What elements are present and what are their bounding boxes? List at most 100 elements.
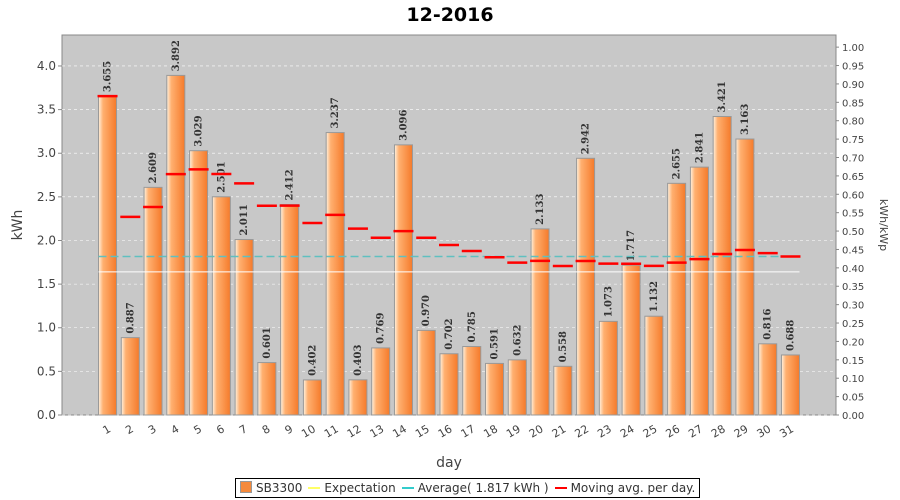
x-tick-label: 1 [100, 422, 113, 437]
bar-value-label: 2.011 [239, 204, 250, 235]
bar-value-label: 0.688 [785, 320, 796, 351]
y-tick-label: 4.0 [37, 59, 56, 73]
x-tick-label: 12 [345, 422, 364, 440]
y-axis-label: kWh [10, 210, 26, 241]
bar-value-label: 3.892 [171, 40, 182, 71]
legend-item-moving-avg: Moving avg. per day. [554, 481, 695, 495]
y-tick-label: 0.5 [37, 364, 56, 378]
bar [257, 362, 277, 416]
y2-tick-label: 0.00 [842, 411, 864, 422]
bar [667, 182, 687, 416]
x-tick-label: 20 [527, 422, 546, 440]
x-tick-label: 17 [459, 422, 478, 440]
y2-tick-label: 0.75 [842, 135, 864, 146]
chart-title: 12-2016 [406, 4, 494, 26]
bar-value-label: 3.096 [398, 109, 409, 140]
bar [576, 157, 596, 416]
x-tick-label: 26 [664, 422, 683, 440]
x-tick-label: 10 [299, 422, 318, 440]
y2-tick-label: 0.50 [842, 227, 864, 238]
x-tick-label: 18 [481, 422, 500, 440]
bar [485, 362, 505, 416]
y2-tick-label: 0.20 [842, 337, 864, 348]
y-tick-label: 1.5 [37, 277, 56, 291]
y-tick-label: 2.5 [37, 190, 56, 204]
bar-value-label: 0.702 [444, 318, 455, 349]
y-tick-label: 3.5 [37, 103, 56, 117]
bar-value-label: 0.816 [763, 308, 774, 339]
y2-tick-label: 0.55 [842, 209, 864, 220]
bar [553, 365, 573, 416]
bar-value-label: 0.403 [353, 344, 364, 375]
x-tick-label: 22 [572, 422, 591, 440]
x-tick-label: 28 [709, 422, 728, 440]
bar [371, 347, 391, 416]
x-tick-label: 3 [146, 422, 159, 437]
bar [234, 239, 254, 416]
bar [689, 166, 709, 416]
bar [348, 379, 368, 416]
y2-tick-label: 1.00 [842, 43, 864, 54]
bar-value-label: 2.609 [148, 152, 159, 183]
bar-value-label: 1.132 [649, 281, 660, 312]
x-tick-label: 24 [618, 422, 637, 440]
bar-value-label: 0.887 [125, 302, 136, 333]
x-tick-label: 27 [686, 422, 705, 440]
bar-value-label: 0.785 [467, 311, 478, 342]
y2-tick-label: 0.90 [842, 80, 864, 91]
bar-value-label: 0.402 [307, 345, 318, 376]
x-tick-label: 31 [777, 422, 796, 440]
y2-tick-label: 0.45 [842, 245, 864, 256]
x-tick-label: 16 [436, 422, 455, 440]
bar [780, 354, 800, 416]
y-tick-label: 2.0 [37, 233, 56, 247]
bar [166, 74, 186, 416]
y2-tick-label: 0.70 [842, 153, 864, 164]
bar [735, 138, 755, 416]
bar [211, 196, 231, 416]
bar [280, 204, 300, 416]
bar-value-label: 3.163 [740, 104, 751, 135]
y-tick-label: 1.0 [37, 321, 56, 335]
x-tick-label: 21 [550, 422, 569, 440]
y2-tick-label: 0.30 [842, 301, 864, 312]
bar-value-label: 0.558 [558, 331, 569, 362]
legend-item-expectation: Expectation [308, 481, 396, 495]
bar-value-label: 2.133 [535, 194, 546, 225]
legend-item-sb3300: SB3300 [240, 481, 302, 495]
bar-value-label: 0.769 [376, 313, 387, 344]
x-tick-label: 15 [413, 422, 432, 440]
x-tick-label: 5 [192, 422, 205, 437]
y2-tick-label: 0.80 [842, 117, 864, 128]
bar [325, 132, 345, 416]
x-tick-label: 2 [123, 422, 136, 437]
bar-value-label: 0.970 [421, 295, 432, 326]
bar [530, 228, 550, 416]
bar-value-label: 2.412 [285, 169, 296, 200]
bar [120, 337, 140, 416]
x-tick-label: 19 [504, 422, 523, 440]
y2-axis-label: kWh/kWp [877, 199, 890, 251]
bar-value-label: 3.655 [103, 61, 114, 92]
bar-value-label: 3.029 [194, 115, 205, 146]
bar [189, 150, 209, 416]
bar [507, 359, 527, 416]
x-tick-label: 11 [322, 422, 341, 440]
x-tick-label: 30 [755, 422, 774, 440]
bar [712, 115, 732, 416]
x-axis-label: day [436, 455, 462, 471]
x-tick-label: 7 [237, 422, 250, 437]
y2-tick-label: 0.15 [842, 356, 864, 367]
legend-item-average: Average( 1.817 kWh ) [401, 481, 549, 495]
legend: SB3300 Expectation Average( 1.817 kWh ) … [235, 478, 701, 498]
y2-tick-label: 0.95 [842, 62, 864, 73]
y2-tick-label: 0.60 [842, 190, 864, 201]
bar-value-label: 1.073 [603, 286, 614, 317]
x-tick-label: 8 [260, 422, 273, 437]
bar-value-label: 2.841 [694, 132, 705, 163]
bar [393, 144, 413, 416]
y-tick-label: 3.0 [37, 146, 56, 160]
bar-value-label: 0.591 [490, 328, 501, 359]
bar [302, 379, 322, 416]
